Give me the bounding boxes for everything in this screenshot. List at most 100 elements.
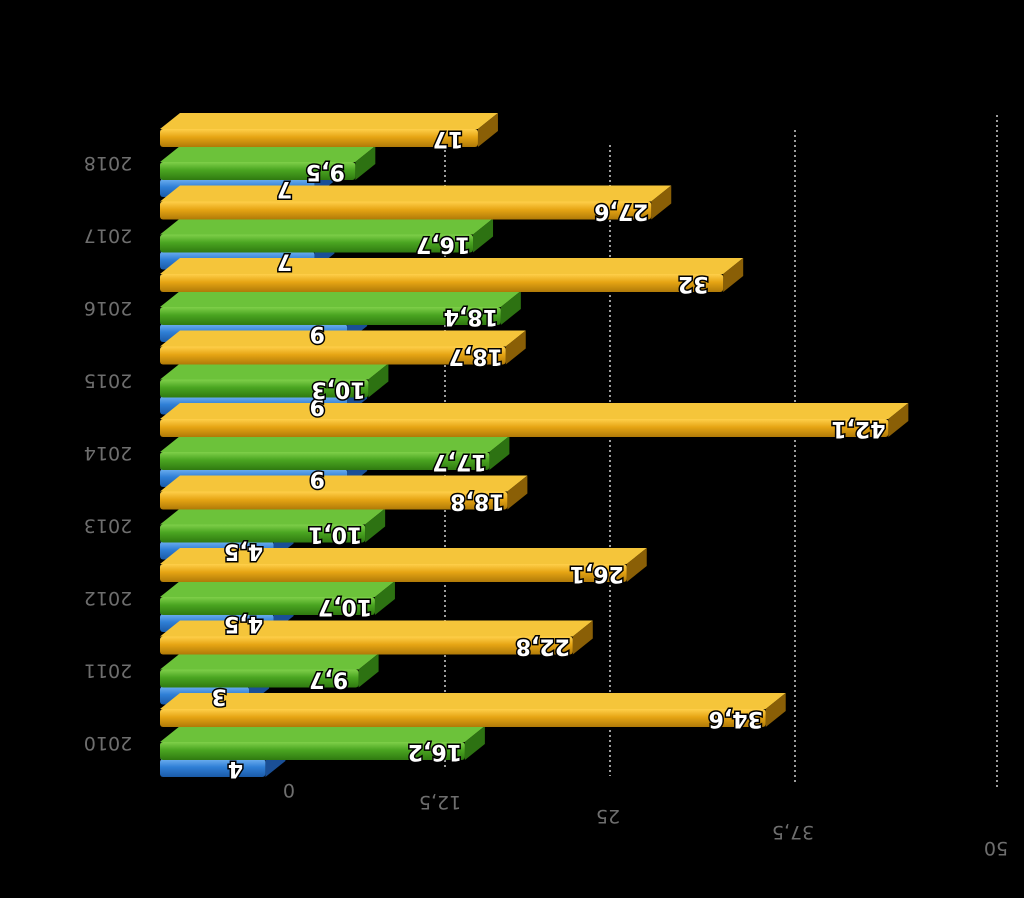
bar-front-face — [160, 201, 652, 220]
bar-top-face — [160, 508, 386, 525]
category-label: 2018 — [84, 152, 132, 174]
bar-end-face — [888, 403, 909, 437]
bar — [160, 436, 510, 470]
bar-front-face — [160, 129, 478, 147]
data-label: 34,6 — [709, 706, 763, 731]
data-label: 4,5 — [224, 611, 263, 636]
bar-top-face — [160, 726, 485, 742]
bar-end-face — [368, 363, 389, 398]
bar-end-face — [464, 726, 485, 760]
category-label: 2012 — [84, 587, 132, 609]
bar-end-face — [358, 653, 379, 688]
bar-top-face — [160, 258, 744, 274]
category-label: 2016 — [84, 297, 132, 319]
data-label: 18,8 — [450, 489, 504, 514]
bar-top-face — [160, 146, 376, 162]
data-label: 10,3 — [311, 377, 365, 402]
bar — [160, 581, 395, 615]
category-label: 2017 — [84, 225, 132, 247]
bar-top-face — [160, 291, 521, 307]
category-label: 2015 — [84, 370, 132, 392]
bar-front-face — [160, 307, 501, 325]
bar-front-face — [160, 452, 490, 470]
bar-end-face — [473, 218, 494, 253]
bar-end-face — [723, 258, 744, 292]
bar-top-face — [160, 403, 909, 419]
bar — [160, 330, 526, 365]
bar-front-face — [160, 234, 474, 253]
bar-front-face — [160, 524, 366, 543]
x-tick-label: 12,5 — [419, 791, 461, 813]
bar-front-face — [160, 669, 359, 688]
bar-top-face — [160, 113, 498, 129]
bar — [160, 620, 593, 655]
bar-end-face — [355, 146, 376, 180]
bar-top-face — [160, 436, 510, 452]
bar-top-face — [160, 218, 494, 235]
bar-end-face — [507, 475, 528, 510]
data-label: 16,7 — [416, 232, 470, 257]
data-label: 17 — [433, 126, 464, 151]
bar — [160, 548, 647, 582]
category-label: 2013 — [84, 515, 132, 537]
bar-front-face — [160, 597, 375, 615]
bar-end-face — [489, 436, 510, 470]
bar-front-face — [160, 346, 506, 365]
data-label: 22,8 — [516, 634, 570, 659]
bar — [160, 403, 909, 437]
bar — [160, 693, 786, 727]
data-label: 32 — [678, 271, 709, 296]
bar-top-face — [160, 548, 647, 564]
x-tick-label: 0 — [283, 779, 295, 801]
axes: 0 12,5 25 37,5 50 2010 2011 2012 2013 2014 2015 201… — [84, 152, 1008, 859]
bar-end-face — [500, 291, 521, 325]
x-tick-label: 37,5 — [772, 821, 814, 843]
data-label: 17,7 — [432, 449, 486, 474]
bar-top-face — [160, 185, 672, 202]
data-label: 42,1 — [831, 416, 885, 441]
data-label: 10,1 — [308, 522, 362, 547]
bar — [160, 475, 528, 510]
bar-top-face — [160, 620, 593, 637]
bar-front-face — [160, 274, 724, 292]
category-label: 2014 — [84, 442, 132, 464]
bar-front-face — [160, 162, 356, 180]
bar — [160, 113, 498, 147]
data-label: 9 — [309, 321, 324, 346]
data-label: 9 — [309, 394, 324, 419]
bar — [160, 653, 379, 688]
bar-end-face — [374, 581, 395, 615]
bars — [160, 113, 909, 777]
data-label: 9 — [309, 466, 324, 491]
data-label: 18,7 — [449, 344, 503, 369]
bar-front-face — [160, 419, 889, 437]
bar — [160, 291, 521, 325]
bar-top-face — [160, 363, 389, 380]
bar-end-face — [626, 548, 647, 582]
bar — [160, 726, 485, 760]
bar-top-face — [160, 693, 786, 709]
data-label: 9,7 — [309, 667, 348, 692]
bar — [160, 146, 376, 180]
x-tick-label: 25 — [596, 805, 620, 827]
data-label: 18,4 — [444, 304, 498, 329]
bar-top-face — [160, 653, 379, 670]
bar-end-face — [365, 508, 386, 543]
bar-front-face — [160, 379, 369, 398]
bar-front-face — [160, 491, 508, 510]
data-label: 4,5 — [224, 539, 263, 564]
bar-end-face — [651, 185, 672, 220]
bar-front-face — [160, 759, 266, 777]
value-labels: 79,517716,727,6918,432910,318,7917,742,1… — [210, 125, 887, 783]
data-label: 4 — [228, 756, 243, 781]
bar-end-face — [477, 113, 498, 147]
data-label: 10,7 — [318, 594, 372, 619]
bar-end-face — [765, 693, 786, 727]
x-tick-label: 50 — [984, 837, 1008, 859]
bar — [160, 218, 494, 253]
bar — [160, 363, 389, 398]
bar — [160, 258, 744, 292]
data-label: 27,6 — [594, 199, 648, 224]
bar-end-face — [572, 620, 593, 655]
